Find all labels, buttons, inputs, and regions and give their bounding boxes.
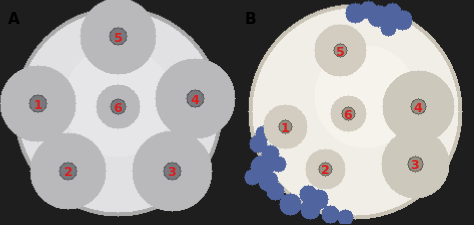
Text: 4: 4	[191, 94, 200, 106]
Text: 1: 1	[281, 122, 289, 135]
Text: 2: 2	[64, 166, 73, 178]
Text: 5: 5	[336, 45, 345, 58]
Text: B: B	[245, 12, 256, 27]
Text: A: A	[8, 12, 20, 27]
Text: 6: 6	[114, 101, 122, 115]
Text: 2: 2	[320, 164, 329, 176]
Text: 3: 3	[168, 166, 176, 178]
Text: 1: 1	[34, 99, 42, 111]
Text: 3: 3	[410, 159, 419, 171]
Text: 6: 6	[344, 108, 352, 122]
Text: 4: 4	[414, 101, 422, 115]
Text: 5: 5	[114, 32, 122, 45]
